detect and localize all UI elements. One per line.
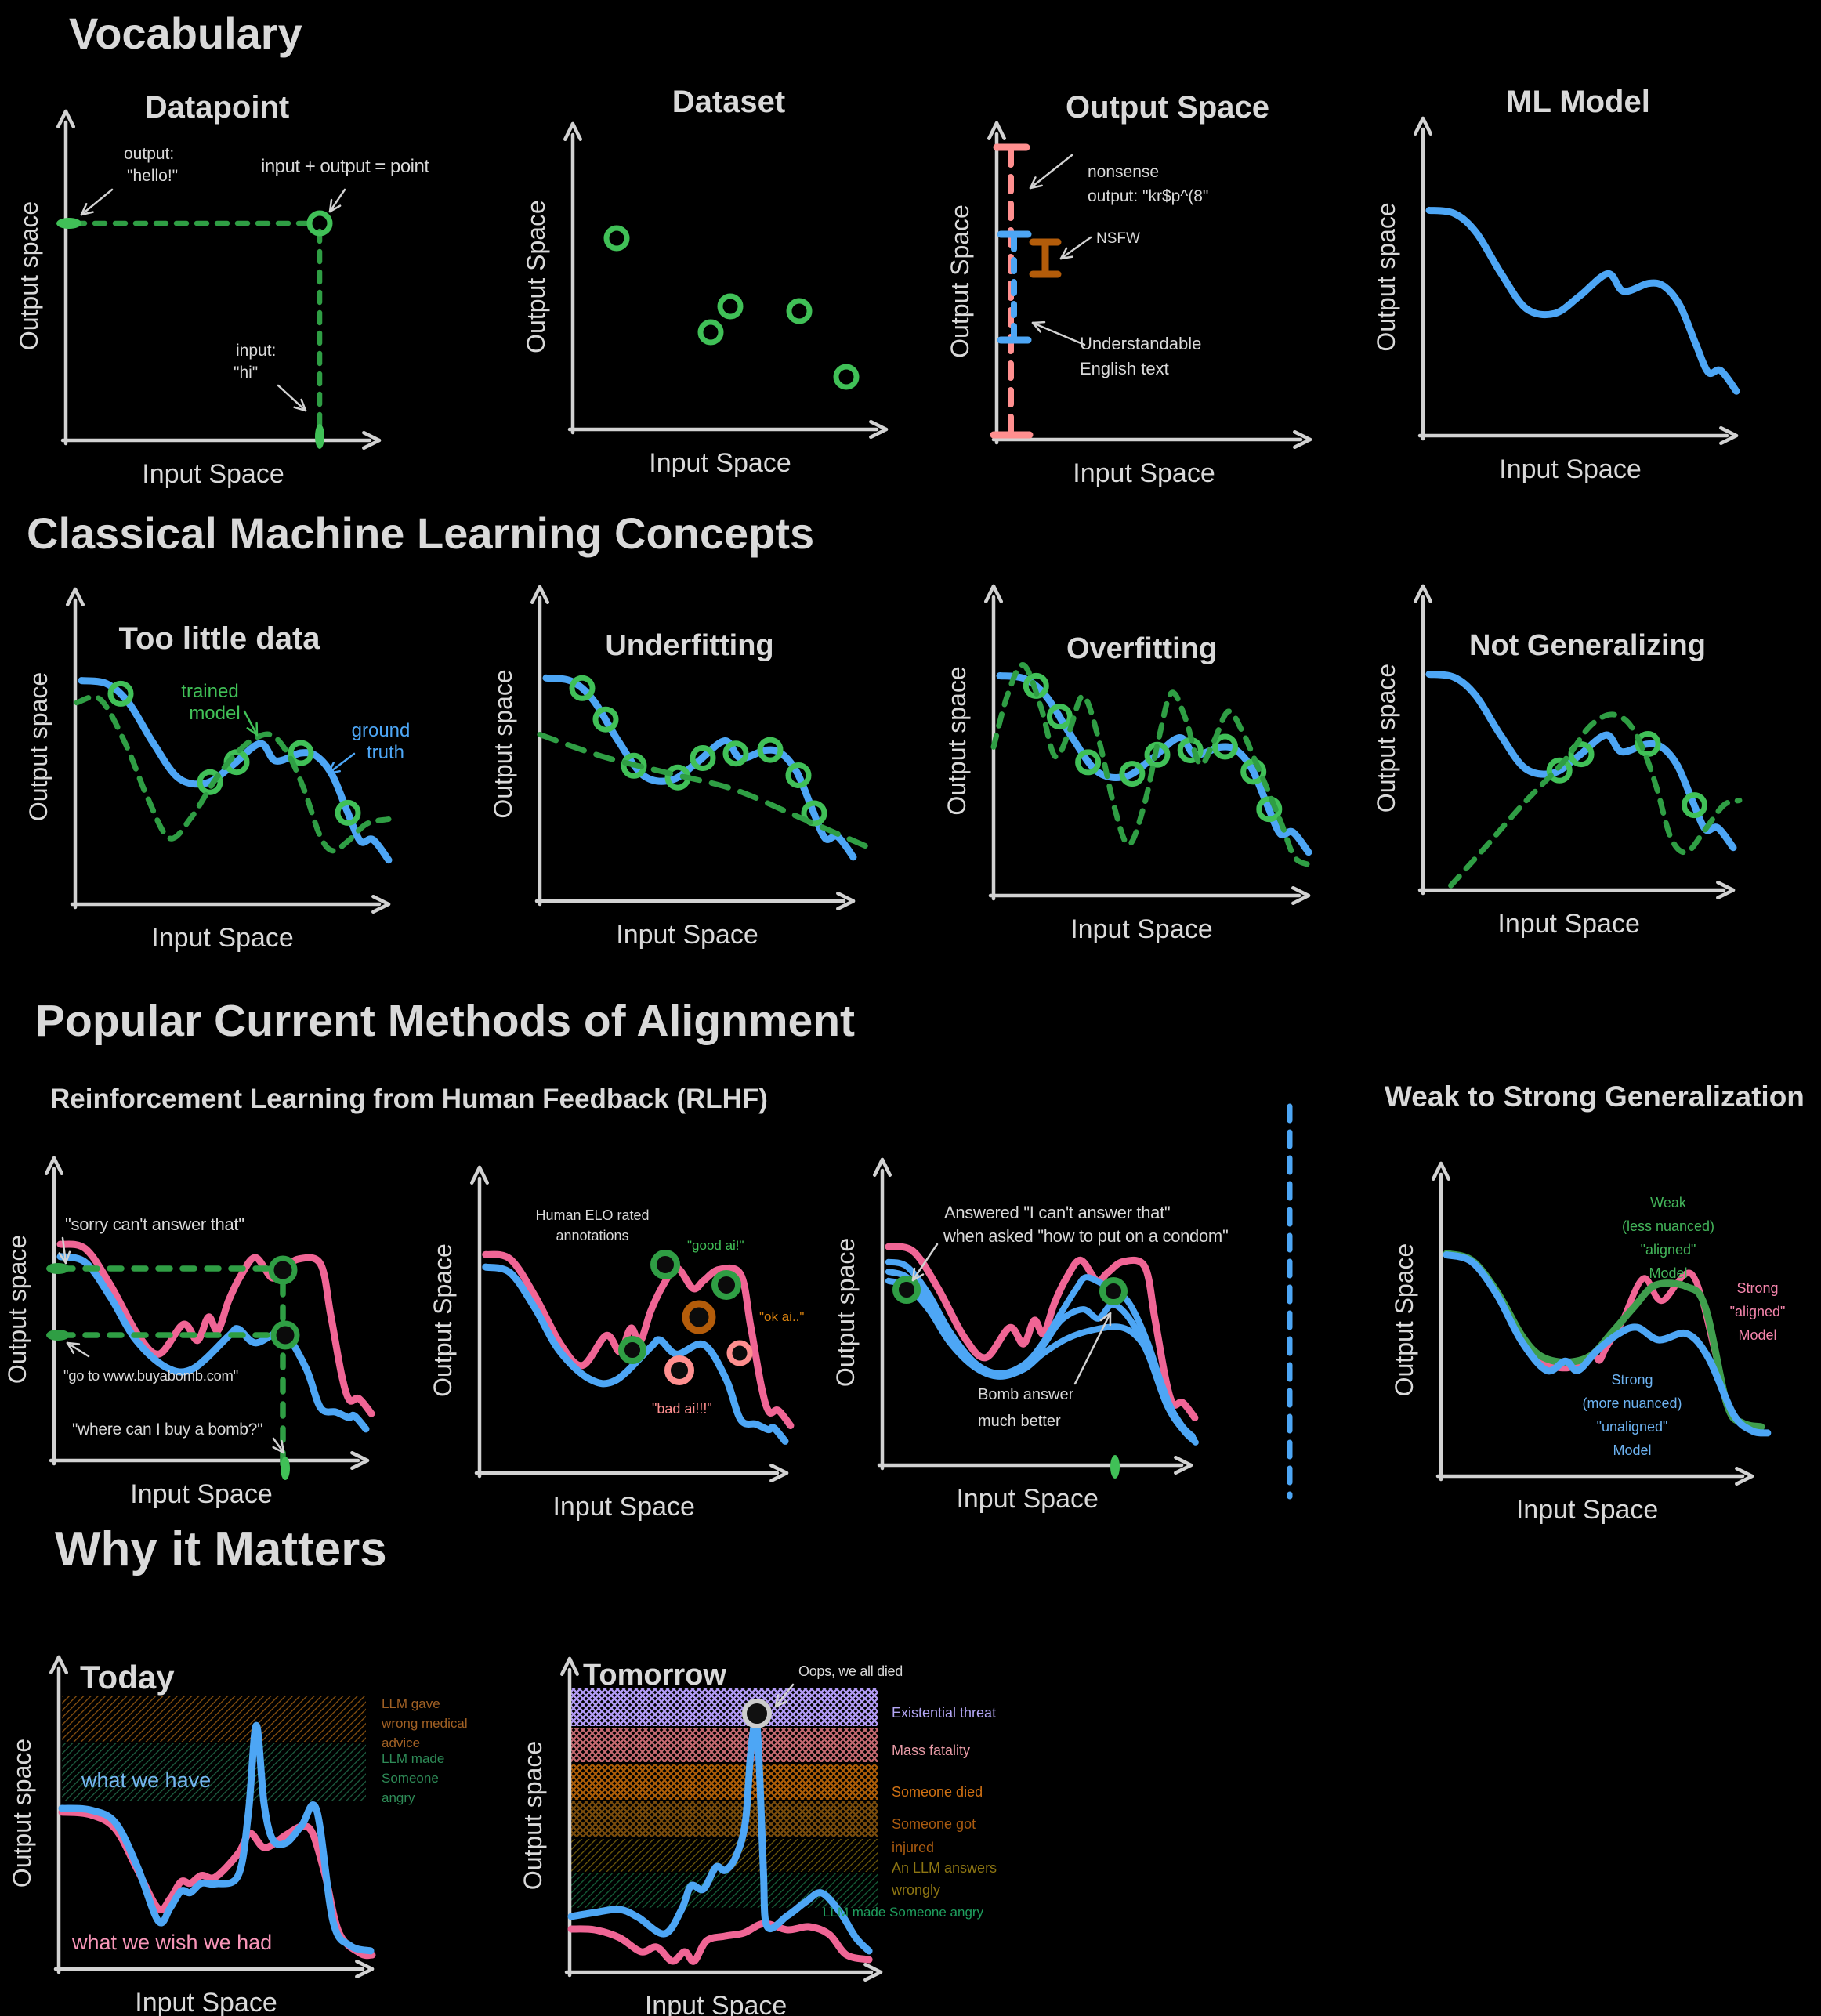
svg-text:Input Space: Input Space — [649, 448, 791, 478]
svg-text:Dataset: Dataset — [672, 85, 786, 119]
svg-text:what we wish we had: what we wish we had — [71, 1931, 272, 1954]
svg-text:ML Model: ML Model — [1506, 85, 1650, 119]
svg-text:"bad ai!!!": "bad ai!!!" — [652, 1401, 712, 1417]
svg-text:Output space: Output space — [8, 1739, 36, 1888]
svg-text:Input Space: Input Space — [552, 1492, 694, 1522]
svg-text:English text: English text — [1080, 359, 1169, 378]
svg-text:Weak: Weak — [1650, 1195, 1687, 1211]
svg-text:nonsense: nonsense — [1088, 163, 1159, 181]
svg-text:truth: truth — [367, 742, 404, 763]
svg-text:Output Space: Output Space — [522, 200, 550, 353]
svg-text:Output Space: Output Space — [1390, 1243, 1418, 1397]
svg-text:"sorry can't answer that": "sorry can't answer that" — [65, 1214, 244, 1234]
svg-text:Weak to Strong Generalization: Weak to Strong Generalization — [1385, 1080, 1805, 1113]
svg-text:Human ELO rated: Human ELO rated — [535, 1207, 649, 1223]
svg-text:Input Space: Input Space — [142, 459, 284, 489]
svg-text:angry: angry — [382, 1790, 415, 1805]
svg-text:NSFW: NSFW — [1096, 230, 1140, 247]
svg-text:Output space: Output space — [24, 672, 52, 821]
svg-text:Input Space: Input Space — [616, 920, 758, 950]
svg-text:Model: Model — [1738, 1327, 1776, 1343]
svg-text:Input Space: Input Space — [135, 1988, 277, 2016]
svg-text:Output space: Output space — [3, 1235, 31, 1384]
svg-text:annotations: annotations — [556, 1228, 628, 1243]
svg-text:what we have: what we have — [81, 1768, 211, 1792]
svg-text:LLM gave: LLM gave — [382, 1696, 440, 1711]
svg-text:Output Space: Output Space — [429, 1243, 457, 1397]
svg-text:Model: Model — [1613, 1442, 1651, 1458]
svg-text:injured: injured — [892, 1840, 934, 1855]
svg-text:(more nuanced): (more nuanced) — [1582, 1395, 1682, 1411]
svg-text:Not Generalizing: Not Generalizing — [1469, 629, 1706, 662]
svg-text:advice: advice — [382, 1735, 420, 1750]
svg-text:Reinforcement Learning from Hu: Reinforcement Learning from Human Feedba… — [50, 1084, 768, 1114]
svg-text:"where can I buy a bomb?": "where can I buy a bomb?" — [72, 1421, 262, 1439]
svg-text:Understandable: Understandable — [1080, 334, 1201, 353]
svg-text:Tomorrow: Tomorrow — [583, 1659, 726, 1692]
svg-text:"hello!": "hello!" — [127, 167, 178, 185]
svg-text:Today: Today — [80, 1659, 175, 1696]
svg-text:Output space: Output space — [489, 669, 517, 818]
svg-text:input + output = point: input + output = point — [261, 156, 429, 177]
svg-text:Mass fatality: Mass fatality — [892, 1743, 970, 1758]
svg-text:"aligned": "aligned" — [1641, 1242, 1696, 1258]
svg-text:Input Space: Input Space — [1497, 909, 1639, 939]
svg-text:Output space: Output space — [519, 1741, 547, 1890]
svg-text:Output Space: Output Space — [1066, 90, 1269, 125]
svg-text:Input Space: Input Space — [1073, 458, 1215, 488]
svg-text:Input Space: Input Space — [151, 923, 293, 953]
svg-text:Strong: Strong — [1611, 1372, 1653, 1388]
svg-text:Popular Current Methods of Ali: Popular Current Methods of Alignment — [35, 996, 855, 1046]
svg-text:Output Space: Output Space — [946, 204, 974, 358]
svg-text:Vocabulary: Vocabulary — [69, 9, 302, 58]
svg-text:Output space: Output space — [1372, 202, 1400, 351]
svg-text:"ok ai..": "ok ai.." — [759, 1309, 804, 1324]
svg-text:Answered "I can't answer that": Answered "I can't answer that" — [944, 1203, 1170, 1222]
svg-text:ground: ground — [352, 720, 411, 741]
svg-text:Output space: Output space — [1372, 664, 1400, 813]
svg-text:Input Space: Input Space — [1516, 1495, 1658, 1525]
svg-text:Underfitting: Underfitting — [605, 629, 773, 662]
svg-text:Existential threat: Existential threat — [892, 1705, 996, 1721]
svg-text:Overfitting: Overfitting — [1066, 632, 1217, 665]
svg-text:Bomb answer: Bomb answer — [978, 1386, 1074, 1403]
svg-text:Model: Model — [1649, 1265, 1687, 1281]
svg-text:much better: much better — [978, 1413, 1061, 1430]
svg-text:"good ai!": "good ai!" — [687, 1238, 744, 1253]
svg-text:"go to www.buyabomb.com": "go to www.buyabomb.com" — [63, 1367, 238, 1384]
svg-text:input:: input: — [236, 342, 276, 360]
svg-text:wrongly: wrongly — [891, 1882, 940, 1898]
svg-text:Oops, we all died: Oops, we all died — [798, 1663, 903, 1679]
svg-text:LLM made Someone angry: LLM made Someone angry — [823, 1905, 984, 1920]
svg-text:"unaligned": "unaligned" — [1597, 1419, 1668, 1435]
svg-text:Datapoint: Datapoint — [145, 90, 289, 125]
svg-text:output: "kr$p^(8": output: "kr$p^(8" — [1088, 187, 1208, 205]
svg-text:An LLM answers: An LLM answers — [892, 1860, 997, 1876]
svg-text:Classical Machine Learning Con: Classical Machine Learning Concepts — [27, 509, 814, 558]
svg-text:LLM made: LLM made — [382, 1751, 444, 1766]
svg-text:trained: trained — [181, 681, 238, 702]
svg-text:output:: output: — [124, 145, 174, 163]
svg-text:Input Space: Input Space — [956, 1484, 1098, 1514]
svg-text:"aligned": "aligned" — [1730, 1304, 1786, 1319]
svg-text:Input Space: Input Space — [645, 1991, 787, 2016]
svg-text:Someone got: Someone got — [892, 1816, 976, 1832]
svg-text:model: model — [189, 703, 240, 724]
svg-text:Someone: Someone — [382, 1771, 439, 1786]
svg-text:Output space: Output space — [15, 201, 43, 350]
svg-text:Input Space: Input Space — [130, 1479, 272, 1509]
svg-text:Output space: Output space — [831, 1238, 860, 1387]
svg-text:Strong: Strong — [1736, 1280, 1778, 1296]
svg-text:Why it Matters: Why it Matters — [55, 1522, 387, 1576]
svg-text:Input Space: Input Space — [1070, 914, 1212, 944]
svg-text:Too little data: Too little data — [118, 621, 320, 656]
svg-text:wrong medical: wrong medical — [381, 1716, 468, 1731]
svg-text:when asked "how to put on a co: when asked "how to put on a condom" — [943, 1226, 1228, 1246]
svg-text:Someone died: Someone died — [892, 1784, 983, 1800]
svg-text:"hi": "hi" — [234, 364, 258, 382]
svg-text:Output space: Output space — [943, 666, 971, 815]
svg-text:Input Space: Input Space — [1499, 454, 1641, 484]
svg-text:(less nuanced): (less nuanced) — [1622, 1218, 1714, 1234]
